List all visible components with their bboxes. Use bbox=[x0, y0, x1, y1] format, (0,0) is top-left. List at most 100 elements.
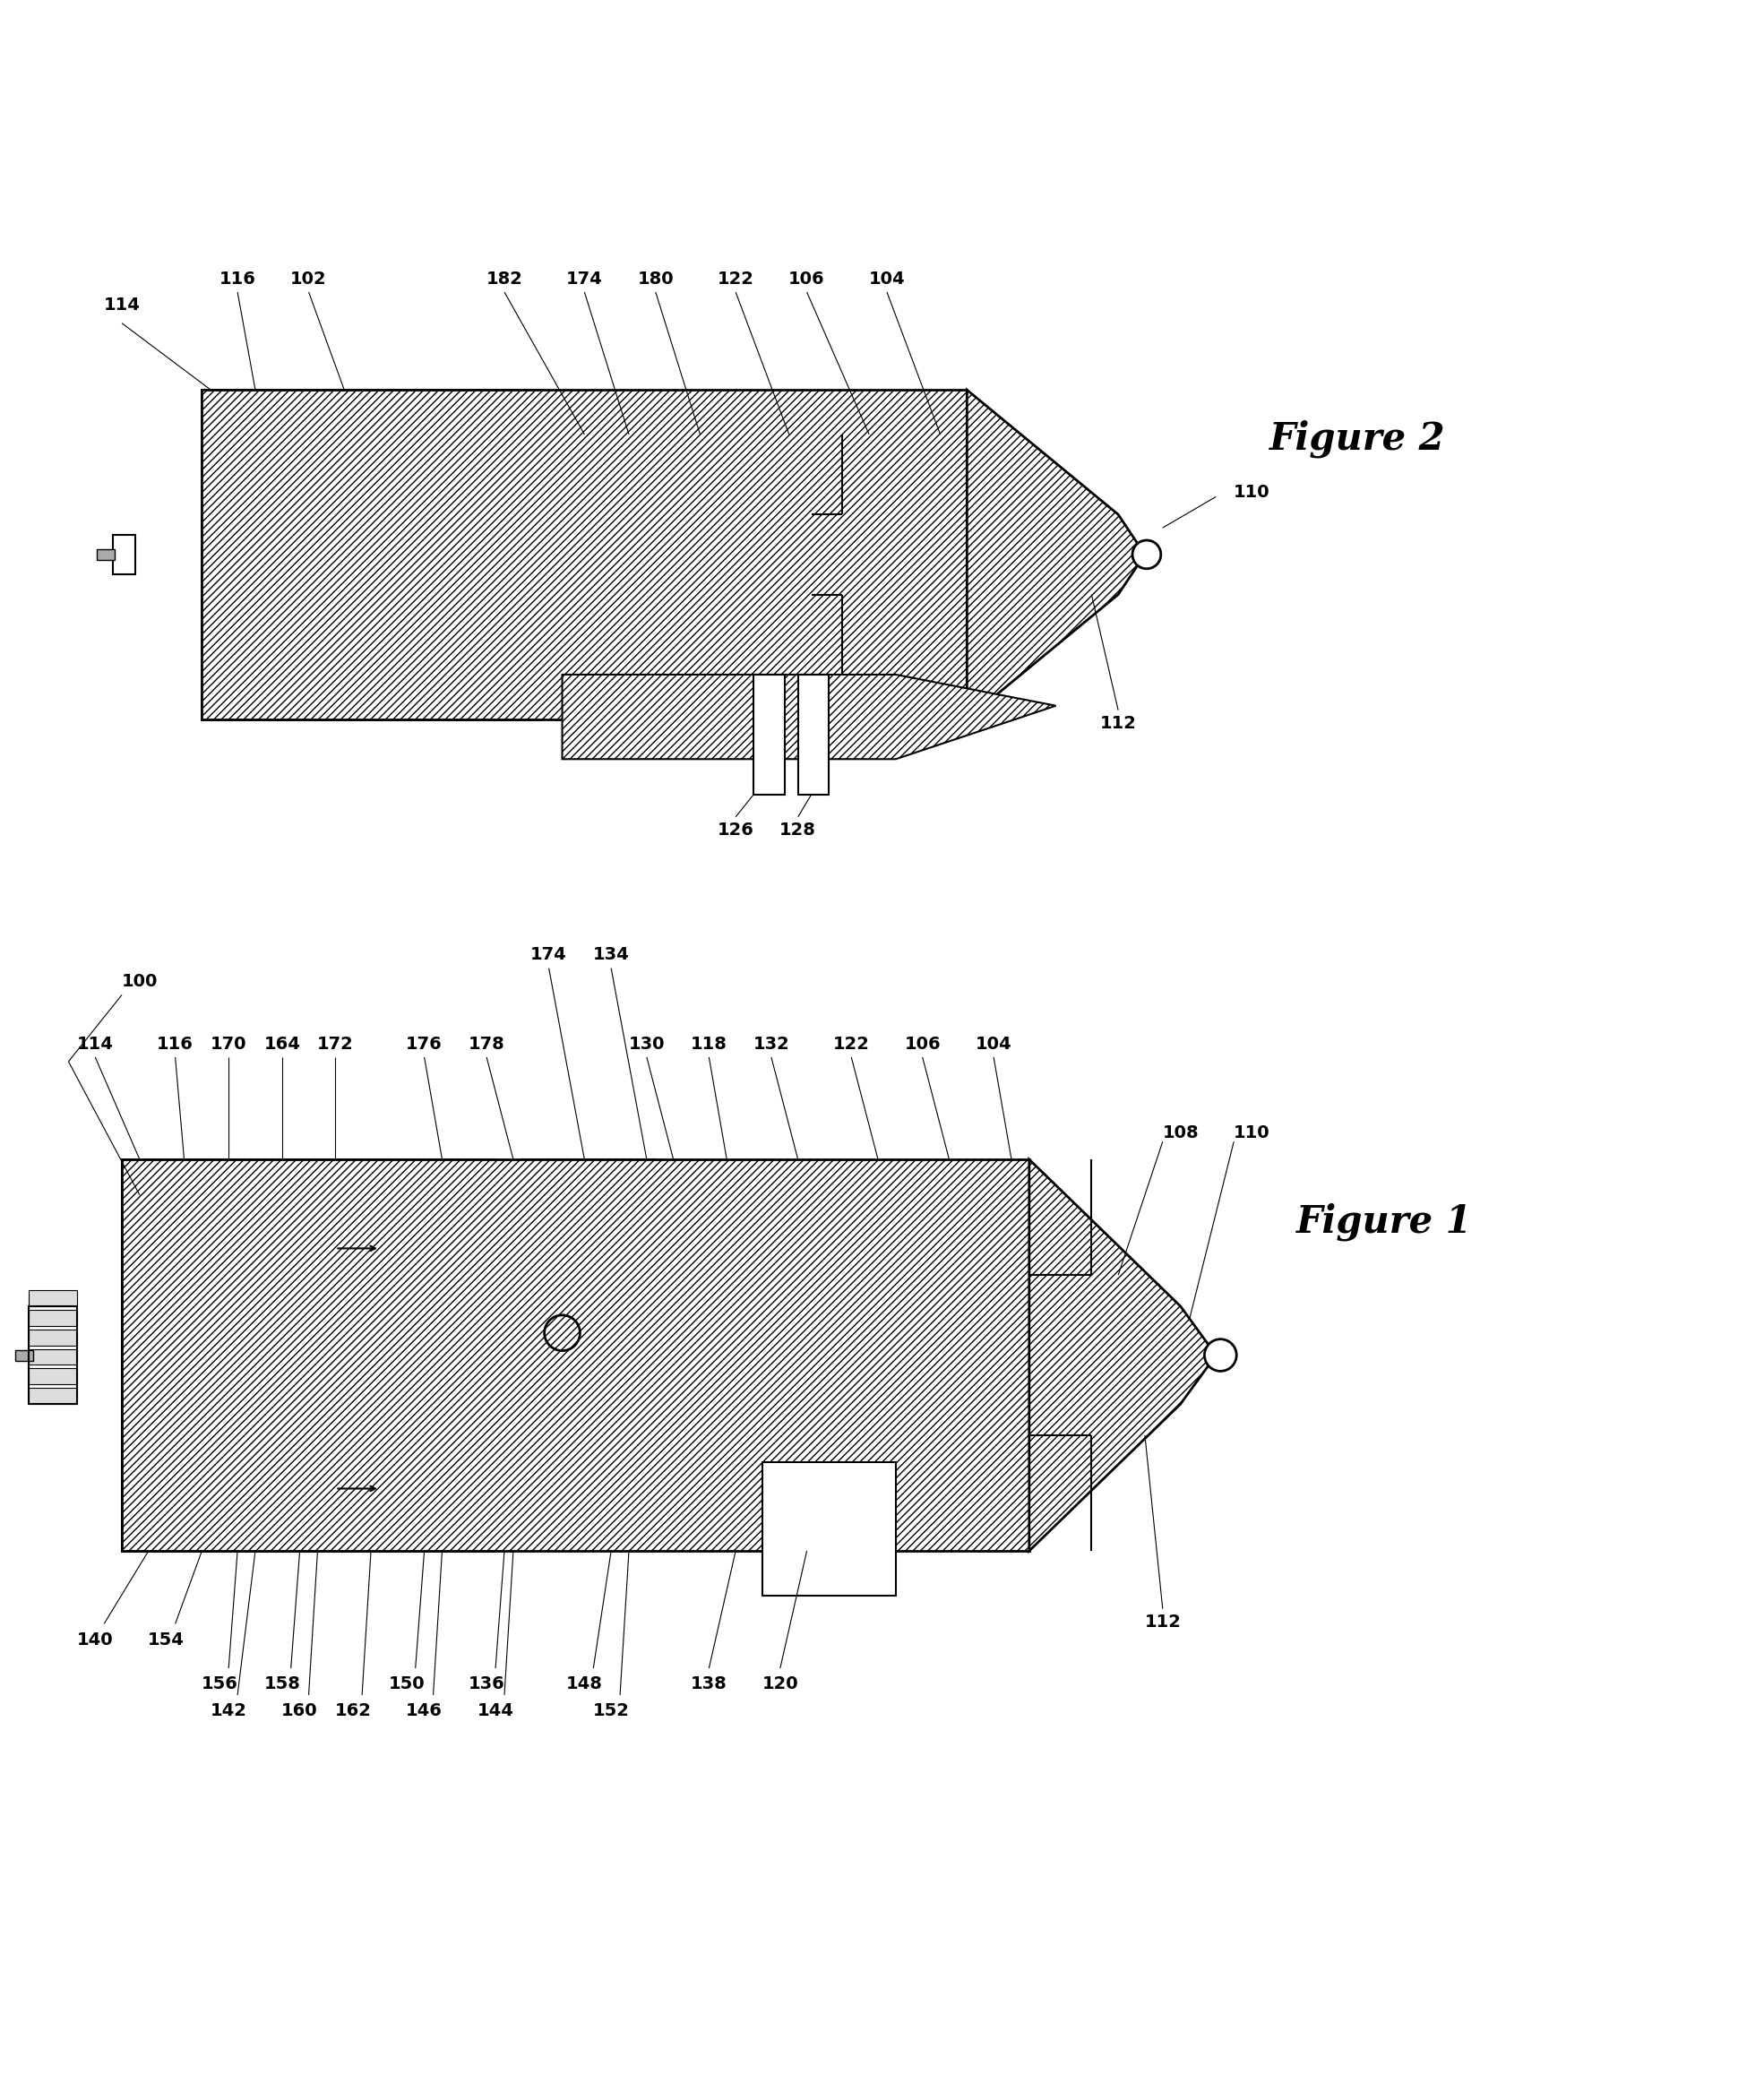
Polygon shape bbox=[614, 561, 639, 602]
Polygon shape bbox=[261, 1255, 286, 1305]
Polygon shape bbox=[206, 1255, 231, 1305]
Text: 100: 100 bbox=[122, 973, 157, 990]
Text: 102: 102 bbox=[291, 270, 326, 287]
Polygon shape bbox=[563, 674, 1057, 759]
Text: 162: 162 bbox=[335, 1703, 372, 1720]
Text: 136: 136 bbox=[467, 1676, 505, 1692]
Text: 122: 122 bbox=[833, 1036, 870, 1052]
Polygon shape bbox=[718, 1364, 741, 1412]
Text: 176: 176 bbox=[406, 1036, 443, 1052]
Text: 148: 148 bbox=[566, 1676, 603, 1692]
Text: 120: 120 bbox=[762, 1676, 799, 1692]
Text: 110: 110 bbox=[1233, 483, 1270, 500]
Polygon shape bbox=[178, 1255, 203, 1305]
Circle shape bbox=[1205, 1339, 1237, 1370]
Polygon shape bbox=[587, 561, 610, 602]
Polygon shape bbox=[697, 561, 721, 602]
Text: 116: 116 bbox=[157, 1036, 194, 1052]
Polygon shape bbox=[289, 1469, 314, 1519]
Polygon shape bbox=[580, 471, 794, 638]
Text: 104: 104 bbox=[975, 1036, 1013, 1052]
Polygon shape bbox=[771, 1301, 794, 1351]
Polygon shape bbox=[201, 389, 967, 720]
Polygon shape bbox=[284, 559, 307, 609]
Polygon shape bbox=[122, 1337, 496, 1372]
Text: Figure 2: Figure 2 bbox=[1270, 420, 1445, 458]
Polygon shape bbox=[753, 674, 785, 795]
Text: 164: 164 bbox=[263, 1036, 300, 1052]
Polygon shape bbox=[339, 559, 362, 609]
Polygon shape bbox=[670, 561, 693, 602]
Text: 104: 104 bbox=[868, 270, 905, 287]
Text: 160: 160 bbox=[282, 1703, 318, 1720]
Polygon shape bbox=[235, 1418, 258, 1454]
Text: 170: 170 bbox=[210, 1036, 247, 1052]
Polygon shape bbox=[258, 502, 280, 550]
Text: 108: 108 bbox=[1162, 1123, 1200, 1142]
Polygon shape bbox=[318, 1255, 340, 1305]
Text: 116: 116 bbox=[219, 270, 256, 287]
Polygon shape bbox=[122, 1159, 496, 1337]
Polygon shape bbox=[967, 389, 1145, 720]
Text: 144: 144 bbox=[478, 1703, 513, 1720]
Polygon shape bbox=[339, 502, 362, 550]
Polygon shape bbox=[289, 1418, 314, 1454]
Polygon shape bbox=[231, 559, 254, 609]
Polygon shape bbox=[642, 508, 667, 550]
Polygon shape bbox=[28, 1389, 78, 1404]
Polygon shape bbox=[697, 508, 721, 550]
Polygon shape bbox=[318, 1418, 340, 1454]
Text: 138: 138 bbox=[691, 1676, 727, 1692]
Text: 134: 134 bbox=[593, 946, 630, 962]
Polygon shape bbox=[152, 1255, 175, 1305]
Polygon shape bbox=[744, 1301, 767, 1351]
Polygon shape bbox=[261, 1469, 286, 1519]
Polygon shape bbox=[392, 559, 415, 609]
Text: 126: 126 bbox=[718, 822, 753, 839]
Polygon shape bbox=[284, 502, 307, 550]
Polygon shape bbox=[122, 1349, 1207, 1360]
Text: 156: 156 bbox=[201, 1676, 238, 1692]
Polygon shape bbox=[145, 1395, 473, 1529]
Polygon shape bbox=[201, 548, 1145, 561]
Circle shape bbox=[1132, 540, 1161, 569]
Polygon shape bbox=[28, 1291, 78, 1305]
Polygon shape bbox=[289, 1255, 314, 1305]
Text: 128: 128 bbox=[780, 822, 817, 839]
Polygon shape bbox=[231, 502, 254, 550]
Polygon shape bbox=[762, 1462, 896, 1596]
Polygon shape bbox=[235, 1469, 258, 1519]
Polygon shape bbox=[97, 550, 115, 561]
Polygon shape bbox=[797, 674, 829, 795]
Text: 178: 178 bbox=[467, 1036, 505, 1052]
Text: 174: 174 bbox=[566, 270, 603, 287]
Text: 182: 182 bbox=[487, 270, 522, 287]
Text: 154: 154 bbox=[148, 1632, 185, 1648]
Text: 174: 174 bbox=[531, 946, 566, 962]
Text: 106: 106 bbox=[905, 1036, 940, 1052]
Text: 112: 112 bbox=[1145, 1613, 1180, 1630]
Polygon shape bbox=[392, 502, 415, 550]
Polygon shape bbox=[206, 1469, 231, 1519]
Polygon shape bbox=[28, 1328, 78, 1345]
Polygon shape bbox=[206, 1418, 231, 1454]
Polygon shape bbox=[522, 1387, 656, 1550]
Text: 122: 122 bbox=[718, 270, 753, 287]
Polygon shape bbox=[665, 1364, 686, 1412]
Polygon shape bbox=[261, 1418, 286, 1454]
Polygon shape bbox=[201, 389, 540, 720]
Text: 110: 110 bbox=[1233, 1123, 1270, 1142]
Text: 132: 132 bbox=[753, 1036, 790, 1052]
Polygon shape bbox=[152, 1418, 175, 1454]
Polygon shape bbox=[725, 508, 750, 550]
Text: 106: 106 bbox=[789, 270, 826, 287]
Polygon shape bbox=[178, 1469, 203, 1519]
Polygon shape bbox=[496, 1328, 522, 1383]
Polygon shape bbox=[642, 561, 667, 602]
Polygon shape bbox=[178, 1418, 203, 1454]
Polygon shape bbox=[28, 1349, 78, 1364]
Polygon shape bbox=[665, 1301, 686, 1351]
Polygon shape bbox=[587, 508, 610, 550]
Polygon shape bbox=[258, 559, 280, 609]
Polygon shape bbox=[122, 1159, 1028, 1550]
